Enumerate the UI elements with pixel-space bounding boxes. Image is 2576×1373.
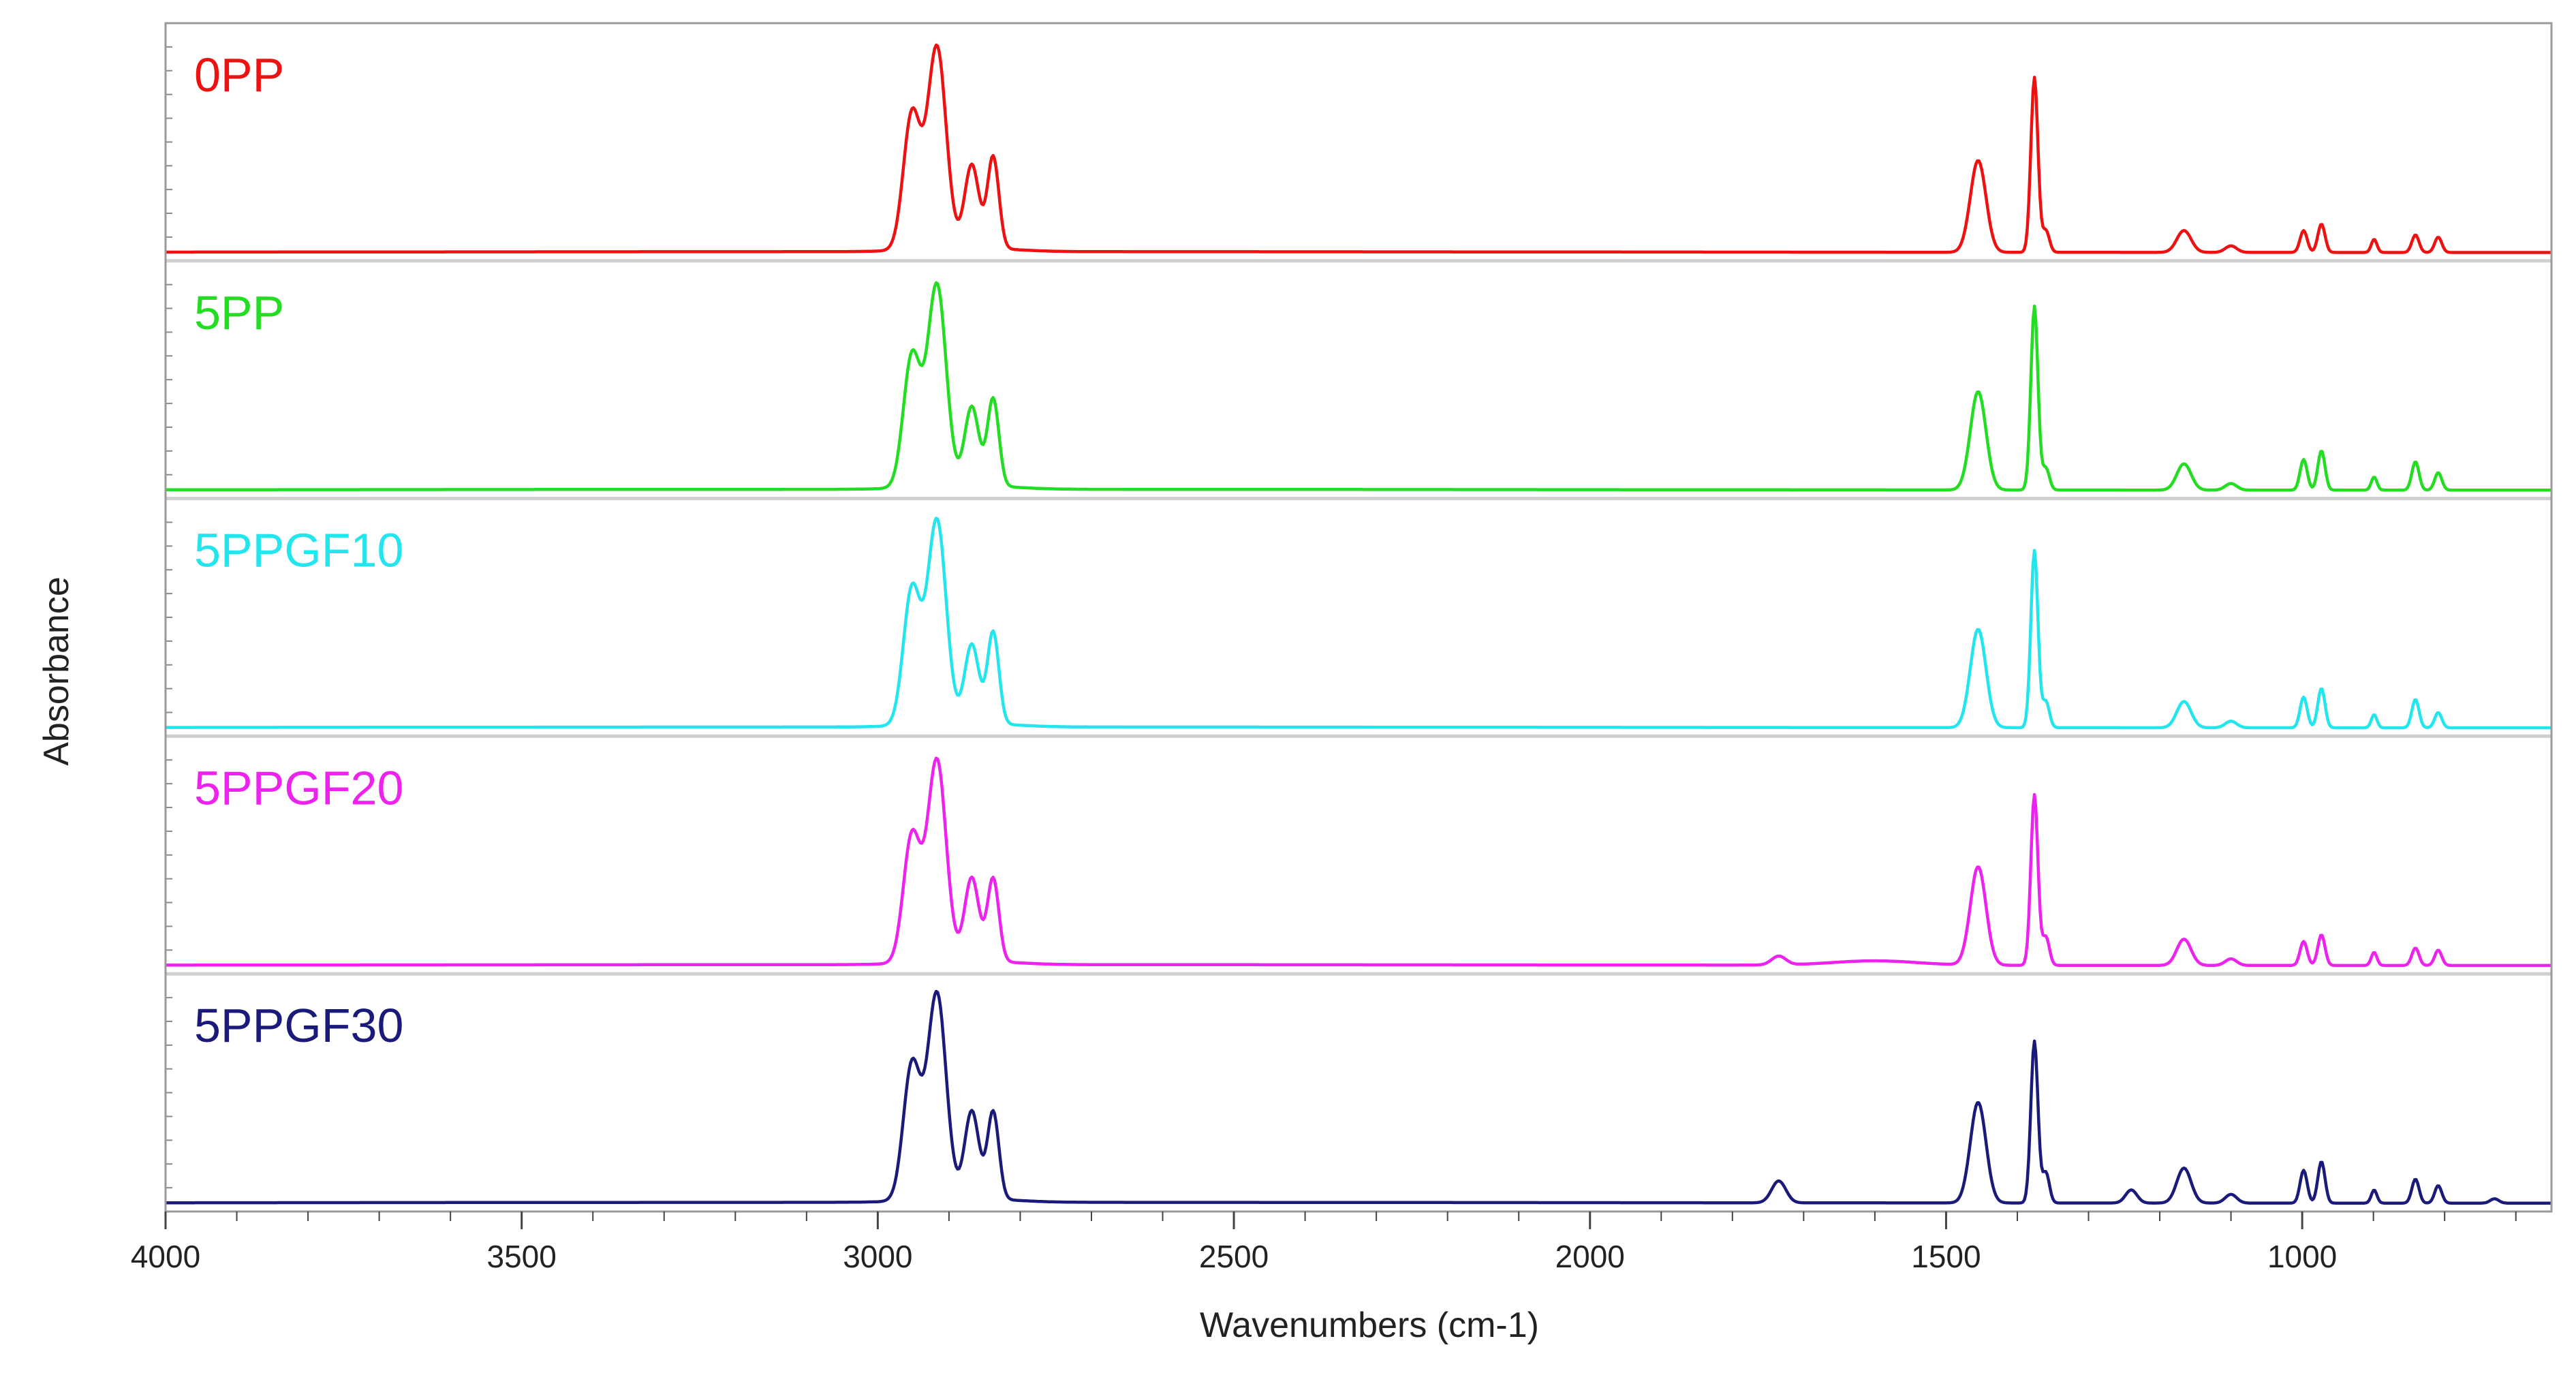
plot-frame [164, 22, 2553, 1213]
x-tick-label: 1000 [2267, 1239, 2337, 1274]
spectrum-panel-5ppgf20: 5PPGF20 [165, 734, 2552, 968]
series-label-0pp: 0PP [194, 48, 284, 102]
x-tick-label: 3000 [843, 1239, 912, 1274]
spectrum-panel-0pp: 0PP [165, 43, 2552, 254]
spectrum-line-5ppgf10 [165, 516, 2552, 730]
series-label-5ppgf30: 5PPGF30 [194, 999, 403, 1052]
series-label-5ppgf20: 5PPGF20 [194, 761, 403, 814]
panels-layer: 0PP 5PP 5PPGF10 5PPGF20 5PPGF30 [165, 43, 2552, 1205]
x-tick-label: 1500 [1911, 1239, 1981, 1274]
spectrum-line-5pp [165, 281, 2552, 492]
x-axis-title: Wavenumbers (cm-1) [1200, 1306, 1539, 1345]
axis-layer: 4000 3500 3000 2500 2000 1500 1000 [131, 22, 2553, 1274]
spectrum-line-5ppgf20 [165, 756, 2552, 968]
y-axis-title: Absorbance [37, 576, 76, 766]
series-label-5ppgf10: 5PPGF10 [194, 524, 403, 577]
x-tick-label: 3500 [487, 1239, 557, 1274]
x-tick-label: 2000 [1555, 1239, 1625, 1274]
spectrum-panel-5ppgf30: 5PPGF30 [165, 972, 2552, 1205]
x-tick-label: 4000 [131, 1239, 200, 1274]
spectrum-panel-5ppgf10: 5PPGF10 [165, 497, 2552, 730]
spectrum-line-5ppgf30 [165, 989, 2552, 1205]
series-label-5pp: 5PP [194, 286, 284, 339]
spectrum-panel-5pp: 5PP [165, 259, 2552, 492]
spectrum-line-0pp [165, 43, 2552, 254]
x-tick-label: 2500 [1199, 1239, 1269, 1274]
